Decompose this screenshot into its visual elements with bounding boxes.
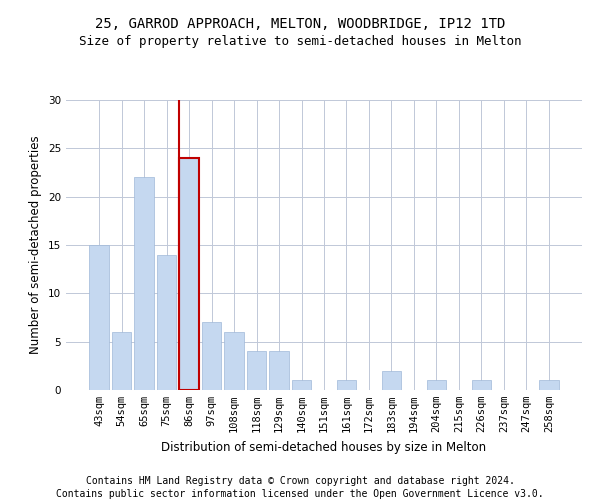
Y-axis label: Number of semi-detached properties: Number of semi-detached properties <box>29 136 43 354</box>
Bar <box>337 380 356 390</box>
X-axis label: Distribution of semi-detached houses by size in Melton: Distribution of semi-detached houses by … <box>161 440 487 454</box>
Bar <box>247 352 266 390</box>
Bar <box>112 332 131 390</box>
Bar <box>427 380 446 390</box>
Bar <box>382 370 401 390</box>
Bar <box>157 254 176 390</box>
Text: Size of property relative to semi-detached houses in Melton: Size of property relative to semi-detach… <box>79 35 521 48</box>
Text: Contains public sector information licensed under the Open Government Licence v3: Contains public sector information licen… <box>56 489 544 499</box>
Bar <box>472 380 491 390</box>
Bar <box>269 352 289 390</box>
Bar <box>134 178 154 390</box>
Bar <box>89 245 109 390</box>
Bar <box>292 380 311 390</box>
Bar <box>539 380 559 390</box>
Bar <box>202 322 221 390</box>
Text: Contains HM Land Registry data © Crown copyright and database right 2024.: Contains HM Land Registry data © Crown c… <box>86 476 514 486</box>
Text: 25, GARROD APPROACH, MELTON, WOODBRIDGE, IP12 1TD: 25, GARROD APPROACH, MELTON, WOODBRIDGE,… <box>95 18 505 32</box>
Bar <box>179 158 199 390</box>
Bar <box>224 332 244 390</box>
